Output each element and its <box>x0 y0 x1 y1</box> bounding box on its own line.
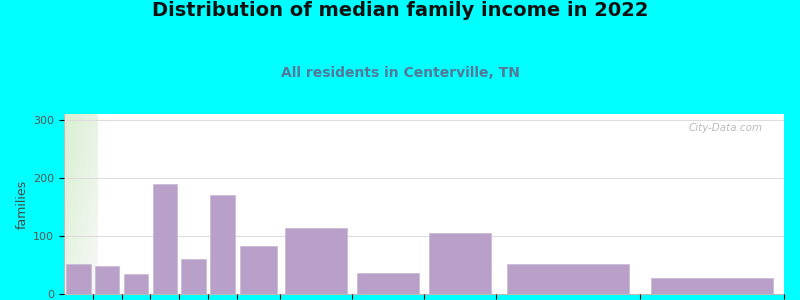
Bar <box>507 264 630 294</box>
Bar <box>66 264 90 294</box>
Bar <box>651 278 773 294</box>
Bar <box>430 233 490 294</box>
Bar <box>358 272 418 294</box>
Bar <box>182 259 206 294</box>
Bar <box>153 184 177 294</box>
Text: Distribution of median family income in 2022: Distribution of median family income in … <box>152 2 648 20</box>
Text: All residents in Centerville, TN: All residents in Centerville, TN <box>281 66 519 80</box>
Bar <box>124 274 148 294</box>
Bar <box>95 266 119 294</box>
Bar <box>240 246 277 294</box>
Text: City-Data.com: City-Data.com <box>688 123 762 133</box>
Y-axis label: families: families <box>16 179 29 229</box>
Bar <box>286 228 346 294</box>
Bar <box>210 195 234 294</box>
